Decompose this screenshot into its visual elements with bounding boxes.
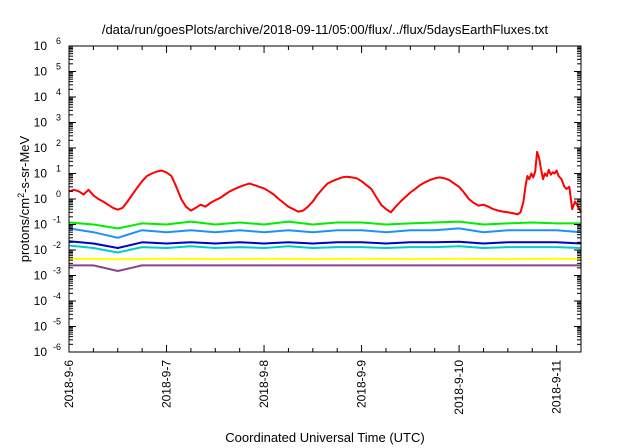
x-tick-label: 2018-9-11 bbox=[550, 360, 564, 414]
series-line-3 bbox=[68, 227, 582, 239]
x-tick-label: 2018-9-8 bbox=[257, 360, 271, 408]
y-tick-label: 10 bbox=[34, 294, 48, 308]
chart-title: /data/run/goesPlots/archive/2018-09-11/0… bbox=[102, 22, 549, 37]
y-tick-exponent: 4 bbox=[56, 87, 61, 97]
y-axis-title-prefix: protons/cm bbox=[17, 198, 32, 262]
y-tick-label: 10 bbox=[34, 65, 48, 79]
x-axis-title: Coordinated Universal Time (UTC) bbox=[225, 430, 424, 445]
y-tick-exponent: 3 bbox=[56, 113, 61, 123]
y-tick-exponent: -3 bbox=[53, 266, 61, 276]
y-axis-title: protons/cm2-s-sr-MeV bbox=[16, 135, 32, 262]
x-tick-label: 2018-9-9 bbox=[355, 360, 369, 408]
y-tick-label: 10 bbox=[34, 218, 48, 232]
y-tick-label: 10 bbox=[34, 192, 48, 206]
y-tick-exponent: -1 bbox=[53, 215, 61, 225]
y-tick-exponent: 2 bbox=[56, 138, 61, 148]
series-line-1 bbox=[68, 150, 582, 216]
y-tick-label: 10 bbox=[34, 269, 48, 283]
x-tick-label: 2018-9-6 bbox=[62, 360, 76, 408]
y-tick-exponent: -5 bbox=[53, 317, 61, 327]
series-line-4 bbox=[68, 244, 582, 254]
y-tick-label: 10 bbox=[34, 141, 48, 155]
y-tick-label: 10 bbox=[34, 39, 48, 53]
x-tick-label: 2018-9-7 bbox=[160, 360, 174, 408]
y-tick-label: 10 bbox=[34, 90, 48, 104]
y-tick-exponent: 6 bbox=[56, 36, 61, 46]
plot-area bbox=[68, 150, 582, 272]
y-axis-title-suffix: -s-sr-MeV bbox=[17, 135, 32, 192]
y-tick-exponent: -6 bbox=[53, 342, 61, 352]
y-axis: 10 -610 -510 -410 -310 -210 -110 010 110 210 310 41… bbox=[34, 36, 581, 359]
y-tick-exponent: 1 bbox=[56, 164, 61, 174]
x-axis: 2018-9-6 2018-9-7 2018-9-8 2018-9-9 2018-9-1… bbox=[62, 46, 564, 415]
y-tick-exponent: -2 bbox=[53, 240, 61, 250]
y-tick-label: 10 bbox=[34, 345, 48, 359]
y-tick-label: 10 bbox=[34, 320, 48, 334]
series-line-5 bbox=[68, 240, 582, 249]
y-tick-exponent: -4 bbox=[53, 291, 61, 301]
y-tick-exponent: 0 bbox=[56, 189, 61, 199]
y-axis-title-superscript: 2 bbox=[16, 193, 26, 198]
series-line-7 bbox=[69, 264, 581, 272]
plot-frame bbox=[68, 45, 582, 353]
y-tick-exponent: 5 bbox=[56, 62, 61, 72]
y-tick-label: 10 bbox=[34, 167, 48, 181]
x-tick-label: 2018-9-10 bbox=[452, 360, 466, 415]
y-tick-label: 10 bbox=[34, 243, 48, 257]
series-line-2 bbox=[68, 220, 581, 230]
y-tick-label: 10 bbox=[34, 116, 48, 130]
